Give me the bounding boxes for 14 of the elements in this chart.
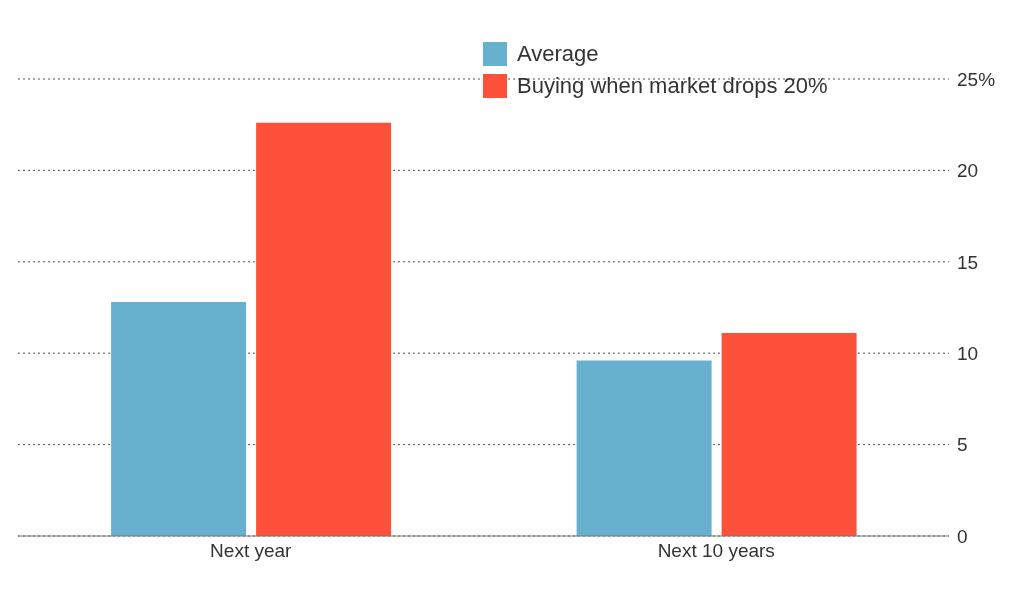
bar (721, 333, 857, 536)
y-tick-label: 10 (957, 342, 979, 364)
y-tick-label: 20 (957, 160, 979, 182)
legend-label: Average (516, 40, 600, 68)
x-tick-label: Next 10 years (657, 540, 775, 562)
y-tick-label: 0 (957, 525, 968, 547)
legend-label: Buying when market drops 20% (516, 72, 829, 100)
x-tick-label: Next year (210, 540, 293, 562)
bar (111, 302, 247, 536)
y-tick-label: 5 (957, 434, 968, 456)
bar (256, 122, 392, 536)
y-tick-label: 25% (957, 68, 996, 90)
bar (576, 360, 712, 536)
y-tick-label: 15 (957, 251, 979, 273)
